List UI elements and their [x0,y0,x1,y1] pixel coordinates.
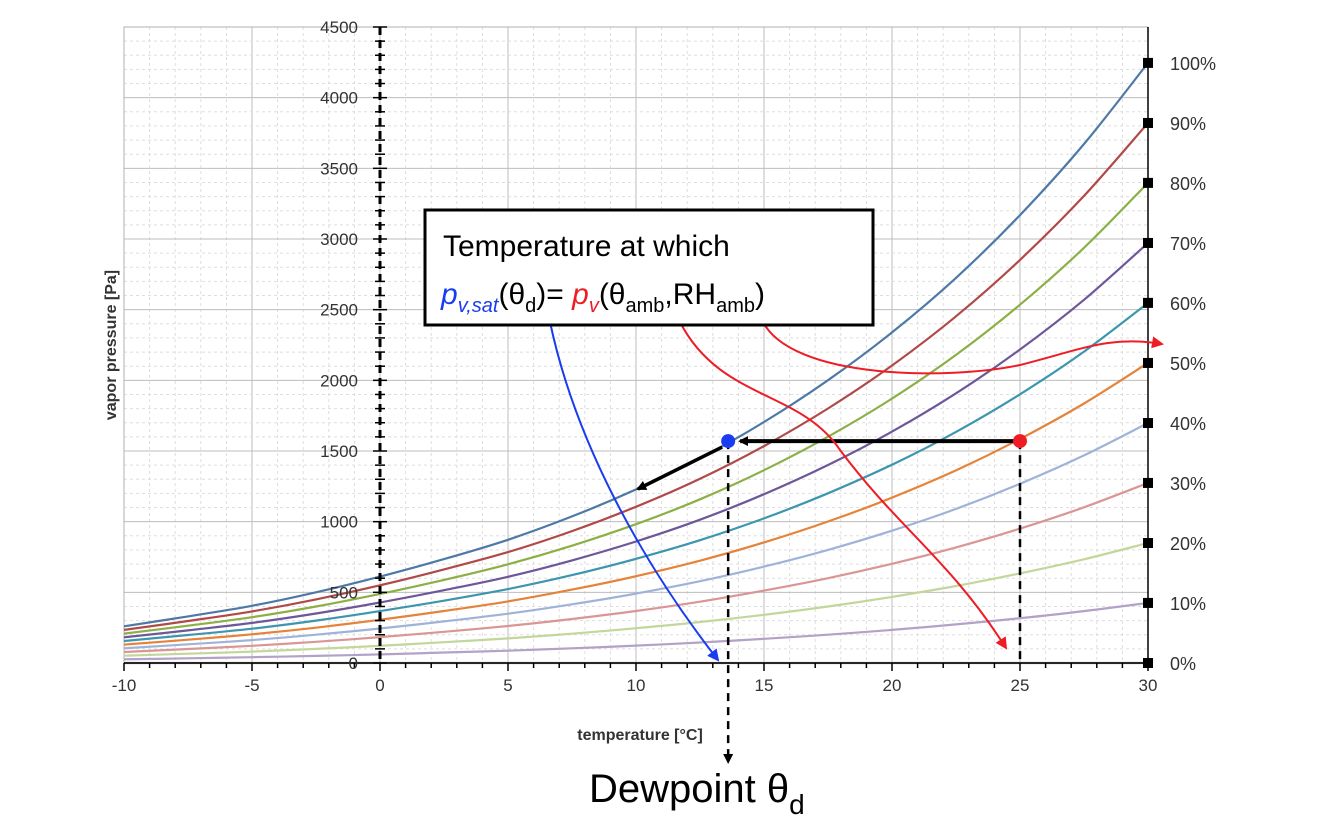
series-line-rh-80 [123,182,1149,635]
rh-marker [1143,117,1153,128]
y-tick-label: 3500 [320,159,358,178]
axes [123,26,1149,671]
x-tick-label: 20 [883,676,902,695]
rh-amb-subscript: amb [716,295,755,317]
tick-labels: -10 -5 0 5 10 15 20 25 30 0 500 1000 1500 2000 2500 300… [112,18,1158,695]
annotation-line1: Temperature at which [443,230,730,263]
rh-marker [1143,297,1153,308]
dewpoint-label-text: Dewpoint θ [589,767,789,811]
x-tick-label: 30 [1139,676,1158,695]
theta-d-subscript: d [525,295,536,317]
rh-label: 50% [1170,354,1206,374]
y-tick-label: 0 [349,654,358,673]
p-vsat-symbol: p [440,278,458,311]
annotation-box-frame [423,208,875,327]
rh-label: 90% [1170,114,1206,134]
rh-marker [1143,658,1153,668]
ambient-point [1013,434,1027,449]
rh-label: 40% [1170,414,1206,434]
series-line-rh-70 [123,242,1149,639]
x-tick-label: 0 [375,676,384,695]
curve-arrow [636,445,723,491]
rh-label: 30% [1170,474,1206,494]
x-tick-label: -10 [112,676,137,695]
dewpoint-point [721,434,736,449]
rh-marker [1143,57,1153,68]
rh-label: 80% [1170,174,1206,194]
rh-label: 60% [1170,294,1206,314]
p-v-subscript: v [589,295,600,317]
rh-marker [1143,477,1153,488]
grid [123,26,1149,664]
annotation-formula: pv,sat(θd)= pv(θamb,RHamb) [440,278,765,317]
dewpoint-label-subscript: d [789,789,805,820]
x-tick-label: -5 [244,676,259,695]
x-tick-label: 5 [503,676,512,695]
y-tick-label: 3000 [320,230,358,249]
rh-marker [1143,597,1153,608]
equals-sign: )= [536,278,572,311]
series-line-rh-30 [123,481,1149,654]
red-arrow-rh [761,319,1164,375]
rh-label: 20% [1170,534,1206,554]
y-tick-label: 2000 [320,371,358,390]
x-axis-title: temperature [°C] [577,727,703,744]
y-tick-label: 1500 [320,442,358,461]
annotations [549,319,1164,764]
rh-label: 70% [1170,234,1206,254]
y-axis-title: vapor pressure [Pa] [103,270,120,420]
rh-marker [1143,538,1153,549]
series-line-rh-90 [123,122,1149,631]
theta-amb-subscript: amb [626,295,665,317]
x-tick-label: 25 [1011,676,1030,695]
x-tick-label: 10 [627,676,646,695]
y-tick-label: 1000 [320,513,358,532]
rh-label: 10% [1170,594,1206,614]
rh-label: 100% [1170,54,1216,74]
annotation-box: Temperature at which pv,sat(θd)= pv(θamb… [423,208,875,327]
dewpoint-label: Dewpoint θd [589,767,805,820]
p-vsat-subscript: v,sat [458,295,500,317]
rh-markers: 100% 90% 80% 70% 60% 50% 40% 30% 20% 10% 0% [1143,54,1216,674]
formula-close: ) [755,278,765,311]
y-tick-label: 500 [330,583,358,602]
rh-marker [1143,177,1153,188]
p-v-symbol: p [571,278,589,311]
theta-amb-open: (θ [599,278,626,311]
series-line-rh-40 [123,422,1149,650]
rh-text: ,RH [664,278,716,311]
rh-marker [1143,418,1153,429]
blue-arrow-dewpoint [549,321,720,662]
y-tick-label: 4000 [320,89,358,108]
series-line-rh-10 [123,601,1149,661]
x-tick-label: 15 [755,676,774,695]
theta-d-open: (θ [498,278,525,311]
series-line-rh-50 [123,361,1149,646]
rh-marker [1143,357,1153,368]
series-line-rh-60 [123,302,1149,643]
rh-marker [1143,237,1153,248]
red-arrow-temperature [679,321,1008,650]
y-tick-label: 4500 [320,18,358,37]
y-tick-label: 2500 [320,301,358,320]
series-line-rh-20 [123,541,1149,657]
rh-label: 0% [1170,654,1196,674]
